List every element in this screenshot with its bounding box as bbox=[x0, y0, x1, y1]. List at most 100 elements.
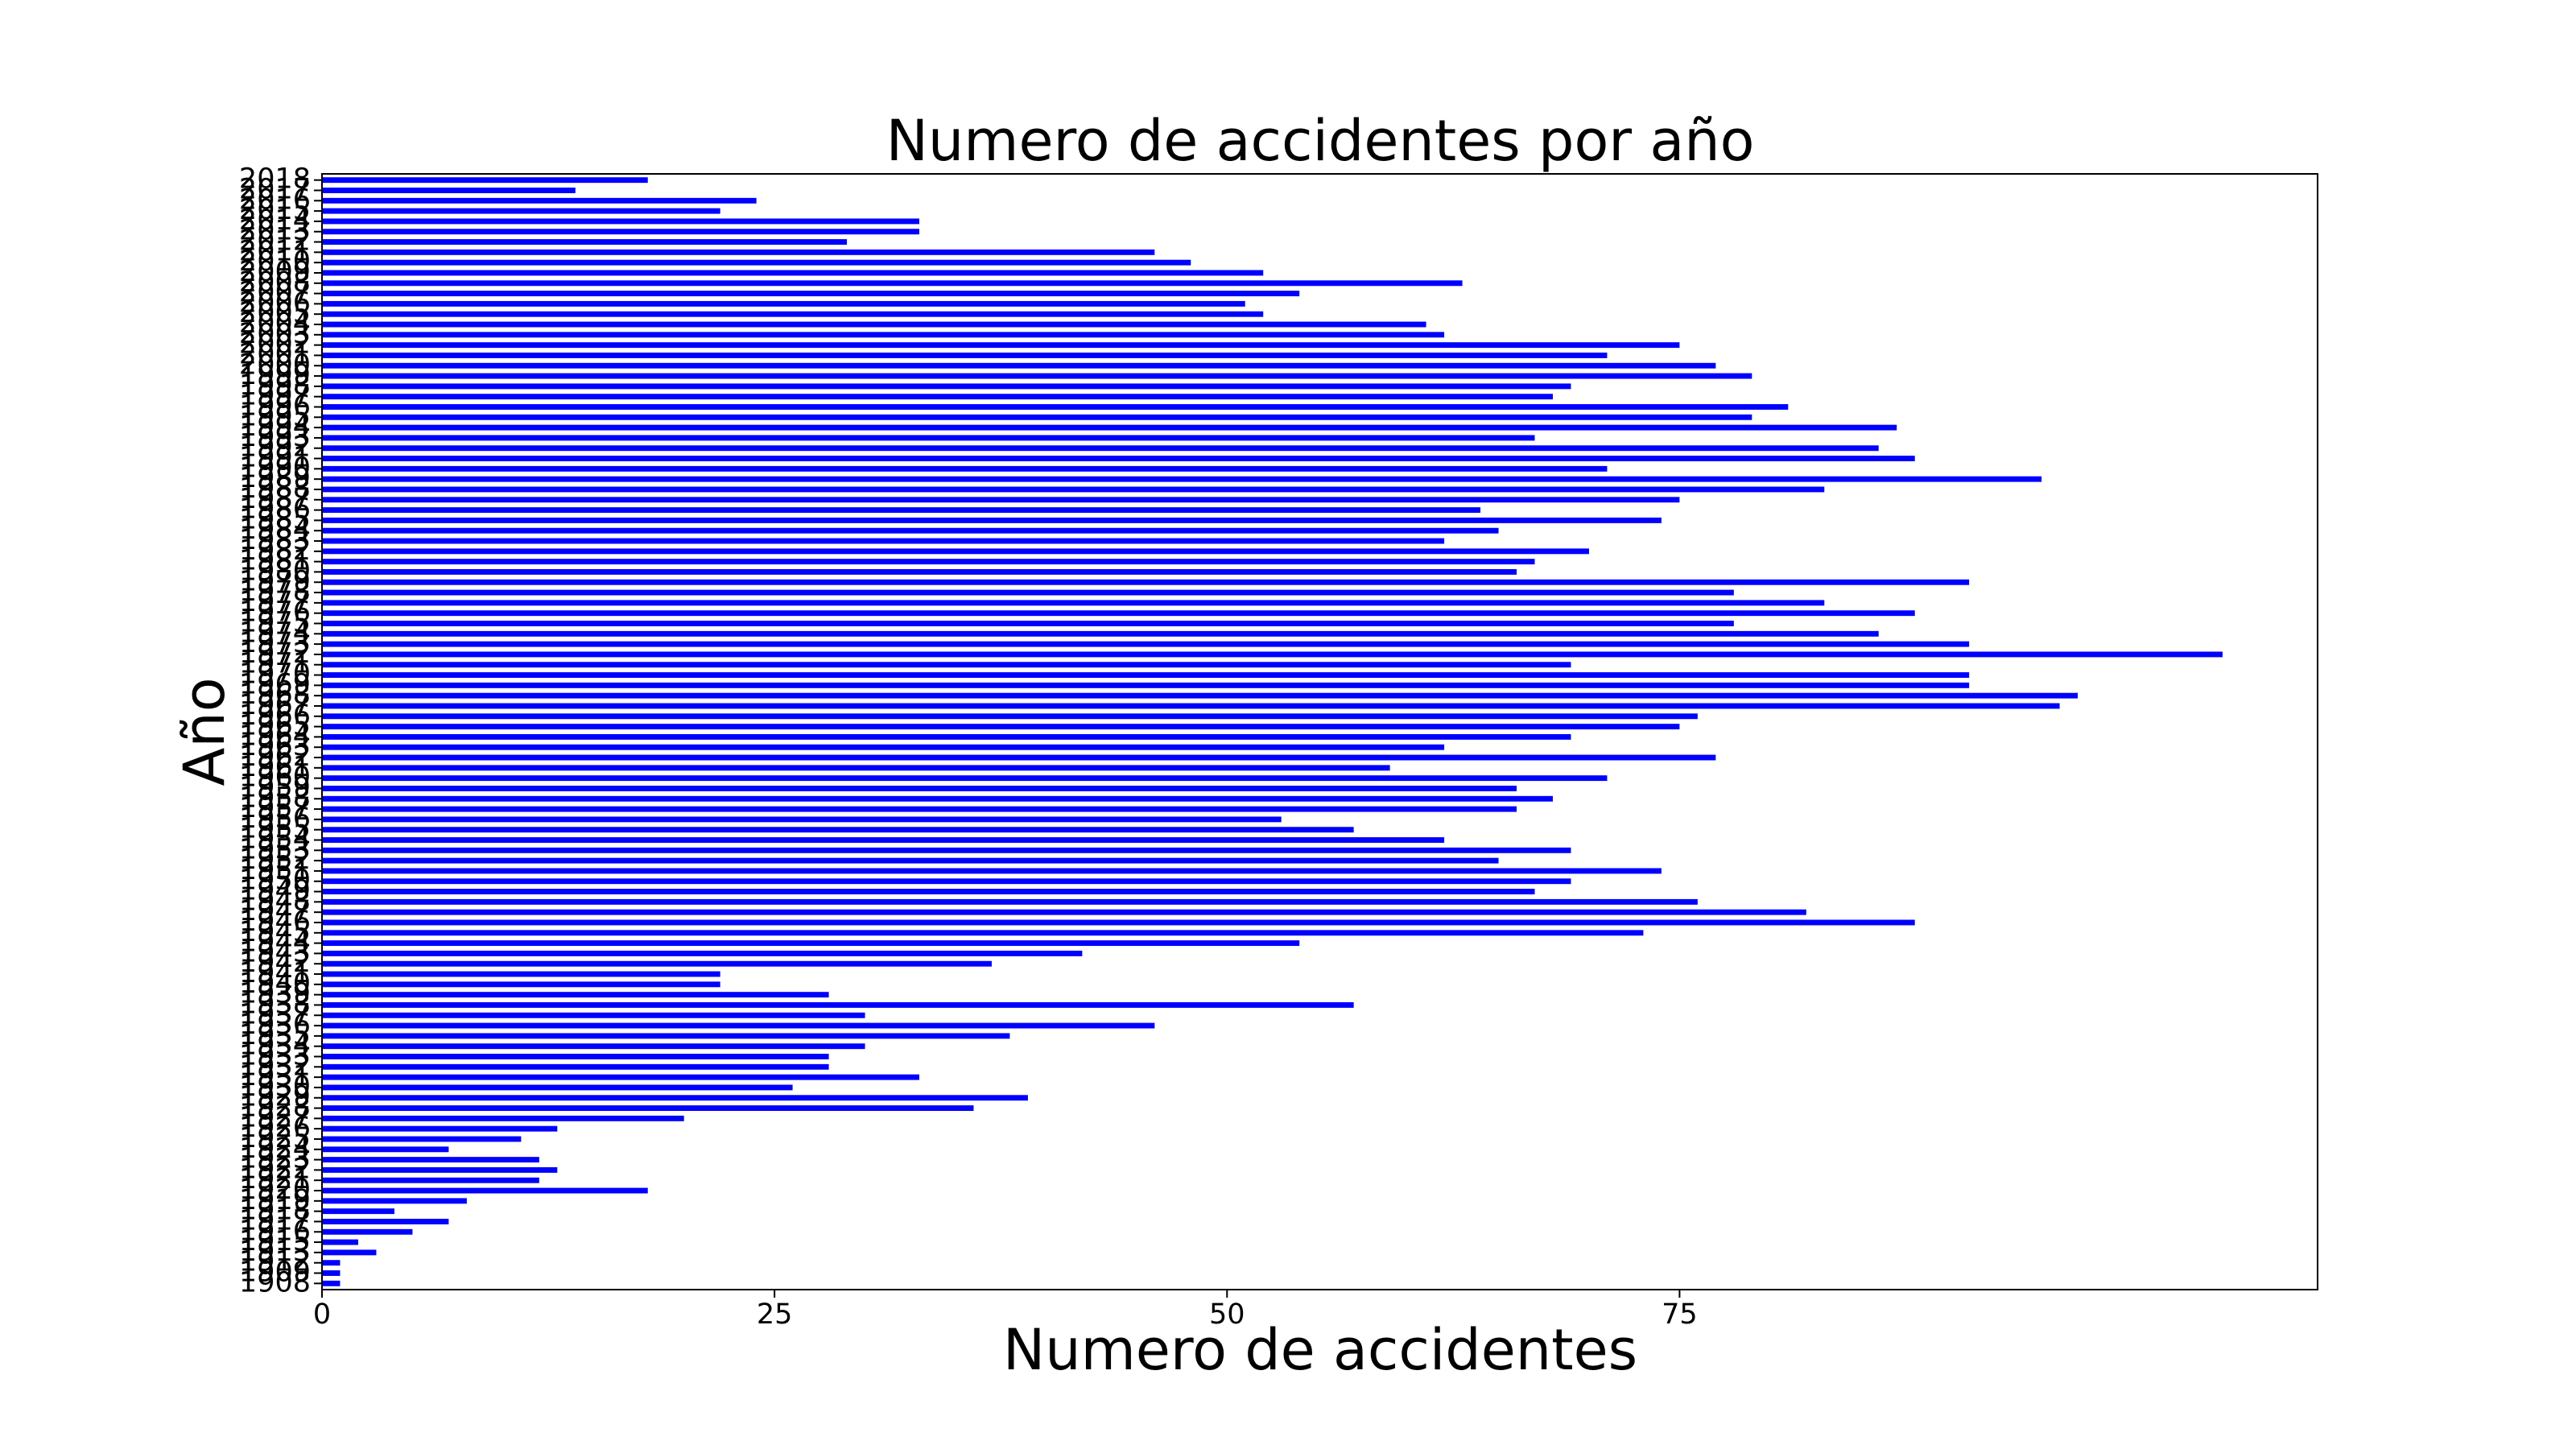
bar bbox=[322, 239, 848, 246]
y-tick-label: 1958 bbox=[239, 782, 311, 814]
y-tick-label: 1964 bbox=[239, 720, 311, 752]
y-tick-label: 1908 bbox=[239, 1266, 311, 1298]
bar bbox=[322, 889, 1535, 895]
bar bbox=[322, 394, 1553, 400]
bar bbox=[322, 1166, 558, 1173]
y-tick-label: 1937 bbox=[239, 998, 311, 1030]
y-tick-label: 1936 bbox=[239, 1009, 311, 1041]
bar bbox=[322, 992, 829, 998]
bar bbox=[322, 1187, 648, 1194]
y-tick-label: 1988 bbox=[239, 473, 311, 505]
bar bbox=[322, 517, 1662, 523]
x-tick-label: 25 bbox=[757, 1298, 793, 1331]
y-tick-label: 1946 bbox=[239, 906, 311, 938]
bar bbox=[322, 383, 1571, 390]
bar bbox=[322, 630, 1879, 637]
y-tick-label: 1959 bbox=[239, 771, 311, 803]
bar bbox=[322, 744, 1445, 750]
bar bbox=[322, 692, 2079, 699]
y-tick-label: 1998 bbox=[239, 369, 311, 402]
bar bbox=[322, 1125, 558, 1132]
bar bbox=[322, 435, 1535, 441]
bar bbox=[322, 270, 1264, 276]
bar bbox=[322, 300, 1245, 307]
y-tick-label: 1967 bbox=[239, 689, 311, 721]
y-axis-label: Año bbox=[171, 677, 237, 786]
bar bbox=[322, 321, 1426, 328]
x-tick-label: 0 bbox=[313, 1298, 331, 1331]
y-tick-label: 1948 bbox=[239, 885, 311, 917]
bar bbox=[322, 311, 1264, 317]
bar bbox=[322, 1260, 341, 1266]
bar bbox=[322, 414, 1752, 420]
y-tick-label: 2004 bbox=[239, 308, 311, 340]
bar bbox=[322, 1198, 467, 1204]
y-tick-label: 2015 bbox=[239, 194, 311, 226]
y-tick-label: 2003 bbox=[239, 318, 311, 350]
bar bbox=[322, 218, 920, 225]
y-tick-label: 2018 bbox=[239, 163, 311, 196]
bar bbox=[322, 940, 1300, 947]
bar bbox=[322, 424, 1897, 431]
y-tick-label: 1992 bbox=[239, 431, 311, 464]
y-tick-label: 1963 bbox=[239, 730, 311, 762]
bar bbox=[322, 1063, 829, 1070]
bar bbox=[322, 208, 720, 214]
bar bbox=[322, 662, 1571, 668]
y-tick-label: 1994 bbox=[239, 411, 311, 443]
bar bbox=[322, 1239, 358, 1245]
bar bbox=[322, 1208, 394, 1215]
plot-frame bbox=[321, 173, 2318, 1290]
y-tick-label: 2010 bbox=[239, 246, 311, 278]
y-tick-label: 2006 bbox=[239, 287, 311, 319]
bar bbox=[322, 559, 1535, 565]
bar bbox=[322, 1177, 539, 1183]
y-tick-label: 2008 bbox=[239, 266, 311, 299]
x-axis-label: Numero de accidentes bbox=[1003, 1317, 1637, 1383]
y-tick-label: 1977 bbox=[239, 586, 311, 618]
y-tick-label: 1980 bbox=[239, 555, 311, 587]
bar bbox=[322, 1033, 1010, 1039]
bar bbox=[322, 621, 1734, 626]
y-tick-label: 1922 bbox=[239, 1153, 311, 1185]
bar bbox=[322, 610, 1915, 617]
y-tick-label: 1995 bbox=[239, 400, 311, 432]
bar bbox=[322, 568, 1517, 575]
bar bbox=[322, 1270, 341, 1276]
y-tick-label: 1913 bbox=[239, 1236, 311, 1268]
bar bbox=[322, 197, 757, 204]
y-tick-label: 1978 bbox=[239, 576, 311, 608]
y-tick-label: 1970 bbox=[239, 658, 311, 691]
bar bbox=[322, 641, 1970, 647]
bar bbox=[322, 682, 1970, 688]
bar bbox=[322, 548, 1589, 555]
y-tick-label: 1987 bbox=[239, 483, 311, 515]
y-tick-label: 1989 bbox=[239, 462, 311, 494]
bar bbox=[322, 177, 648, 184]
y-tick-label: 1927 bbox=[239, 1101, 311, 1133]
bar bbox=[322, 713, 1698, 720]
y-tick-label: 1953 bbox=[239, 833, 311, 865]
bar bbox=[322, 476, 2042, 482]
y-tick-label: 1962 bbox=[239, 741, 311, 773]
bar bbox=[322, 538, 1445, 544]
bar bbox=[322, 857, 1499, 864]
y-tick-label: 2011 bbox=[239, 235, 311, 267]
y-tick-label: 1952 bbox=[239, 844, 311, 876]
y-tick-label: 1957 bbox=[239, 792, 311, 824]
y-tick-label: 1932 bbox=[239, 1050, 311, 1082]
y-tick-label: 1945 bbox=[239, 916, 311, 948]
bar bbox=[322, 362, 1716, 369]
y-tick-label: 1930 bbox=[239, 1071, 311, 1103]
bar bbox=[322, 332, 1445, 338]
y-tick-label: 1949 bbox=[239, 875, 311, 907]
bar bbox=[322, 898, 1698, 905]
y-tick-label: 1944 bbox=[239, 927, 311, 959]
bar bbox=[322, 1136, 522, 1142]
bar bbox=[322, 1228, 413, 1235]
bar bbox=[322, 497, 1680, 503]
bar bbox=[322, 919, 1915, 926]
bar bbox=[322, 868, 1662, 874]
